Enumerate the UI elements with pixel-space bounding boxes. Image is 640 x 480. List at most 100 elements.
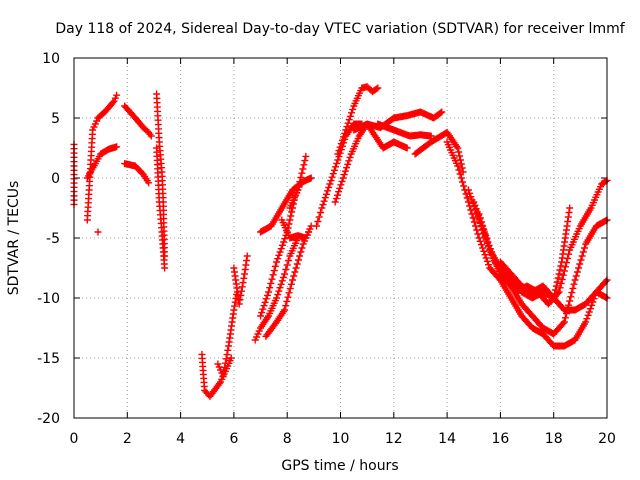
data-point	[559, 319, 567, 327]
data-point	[341, 167, 349, 175]
data-point	[145, 179, 153, 187]
x-tick-labels: 0 2 4 6 8 10 12 14 16 18 20	[70, 431, 616, 447]
data-point	[457, 174, 465, 182]
data-point	[584, 311, 592, 319]
x-tick-label: 2	[123, 431, 132, 447]
data-point	[550, 294, 558, 302]
data-point	[324, 187, 332, 195]
data-point	[287, 280, 295, 288]
data-point	[485, 241, 493, 249]
data-point	[566, 204, 574, 212]
data-point	[265, 288, 273, 296]
data-point	[276, 248, 284, 256]
data-marks	[70, 83, 611, 400]
data-point	[471, 201, 479, 209]
x-tick-label: 10	[332, 431, 350, 447]
data-point	[479, 244, 487, 252]
series-arc-j	[214, 290, 241, 380]
series-arc-l	[251, 234, 302, 344]
data-point	[585, 308, 593, 316]
series-arc-f	[121, 160, 153, 187]
data-point	[279, 273, 287, 281]
data-point	[328, 173, 336, 181]
series-arc-x	[443, 138, 611, 350]
data-point	[602, 277, 610, 285]
data-point	[315, 213, 323, 221]
x-tick-label: 18	[545, 431, 563, 447]
data-point	[325, 183, 333, 191]
data-point	[556, 266, 564, 274]
data-point	[478, 221, 486, 229]
data-point	[345, 116, 353, 124]
data-point	[275, 251, 283, 259]
data-point	[479, 225, 487, 233]
data-point	[455, 148, 463, 156]
data-point	[553, 278, 561, 286]
x-axis-label: GPS time / hours	[281, 458, 398, 474]
data-point	[337, 181, 345, 189]
y-tick-label: -10	[37, 291, 60, 307]
data-point	[294, 186, 302, 194]
data-point	[345, 157, 353, 165]
data-point	[489, 251, 497, 259]
data-point	[294, 256, 302, 264]
data-point	[237, 291, 245, 299]
data-point	[582, 318, 590, 326]
grid-lines	[74, 58, 607, 418]
data-point	[330, 166, 338, 174]
data-point	[567, 293, 575, 301]
data-point	[317, 209, 325, 216]
data-point	[454, 144, 462, 152]
series-arc-q	[286, 152, 310, 212]
data-point	[298, 244, 306, 252]
data-point	[326, 180, 334, 188]
data-point	[477, 218, 485, 226]
data-point	[278, 277, 286, 285]
y-tick-label: -20	[37, 411, 60, 427]
data-point	[561, 263, 569, 271]
data-point	[485, 261, 493, 269]
data-point	[295, 182, 303, 190]
data-point	[466, 189, 474, 197]
data-point	[588, 301, 596, 309]
data-point	[261, 298, 269, 306]
data-point	[271, 262, 279, 270]
data-point	[215, 380, 223, 388]
data-point	[227, 354, 235, 362]
data-point	[263, 291, 271, 299]
series-arc-c	[83, 143, 121, 182]
data-point	[568, 289, 576, 297]
data-point	[224, 346, 232, 354]
data-point	[476, 215, 484, 223]
data-point	[280, 238, 288, 246]
y-tick-label: 5	[51, 111, 60, 127]
chart-title: Day 118 of 2024, Sidereal Day-to-day VTE…	[55, 21, 625, 37]
data-point	[572, 272, 580, 280]
data-point	[332, 163, 340, 171]
data-point	[281, 306, 289, 314]
data-point	[333, 191, 341, 199]
data-point	[282, 266, 290, 273]
data-point	[285, 257, 293, 264]
data-point	[343, 164, 351, 172]
data-point	[273, 258, 281, 266]
data-point	[557, 280, 565, 288]
data-point	[220, 368, 228, 376]
data-point	[560, 318, 568, 326]
data-point	[321, 194, 329, 202]
data-point	[438, 108, 446, 116]
data-point	[269, 271, 277, 279]
series-arc-p	[278, 216, 315, 242]
data-point	[290, 272, 298, 280]
series-arc-v	[374, 120, 435, 140]
data-point	[238, 287, 246, 295]
data-point	[556, 284, 564, 292]
series-arc-t	[334, 83, 382, 158]
data-point	[557, 262, 565, 270]
data-point	[318, 204, 326, 212]
series-arc-m	[257, 180, 305, 320]
data-point	[270, 267, 278, 275]
data-point	[293, 260, 301, 268]
data-point	[235, 300, 243, 308]
